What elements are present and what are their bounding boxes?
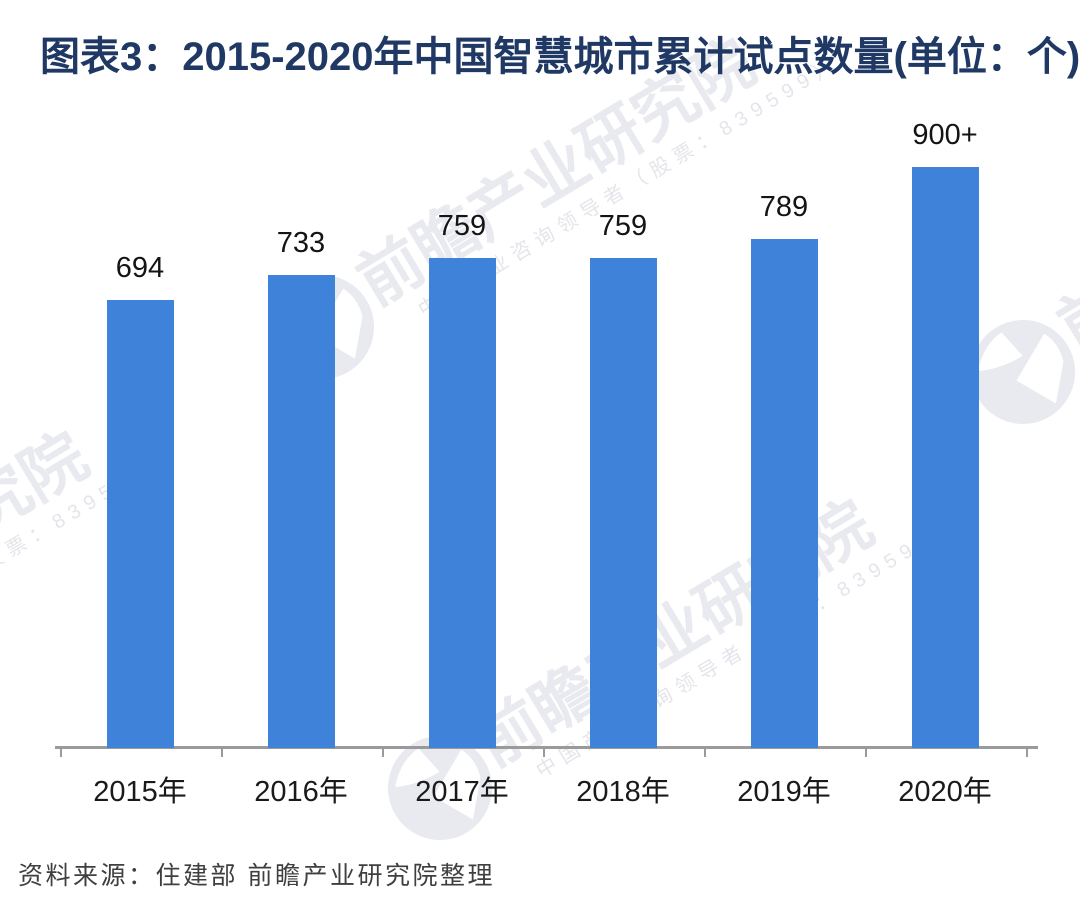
- source-note: 资料来源：住建部 前瞻产业研究院整理: [18, 862, 495, 890]
- x-axis-line: [55, 746, 1038, 749]
- x-axis-label-2015年: 2015年: [93, 776, 187, 808]
- bar-value-label: 733: [276, 227, 326, 259]
- bar-value-label: 759: [598, 210, 648, 242]
- x-axis-tick: [703, 748, 706, 757]
- x-axis-label-2016年: 2016年: [254, 776, 348, 808]
- bar-value-label: 900+: [912, 119, 978, 151]
- bar-value-label: 789: [759, 191, 809, 223]
- x-axis-label-2019年: 2019年: [737, 776, 831, 808]
- bar-value-label: 694: [115, 252, 165, 284]
- x-axis-label-2018年: 2018年: [576, 776, 670, 808]
- x-axis-label-2020年: 2020年: [898, 776, 992, 808]
- bar-value-label: 759: [437, 210, 487, 242]
- x-axis-tick: [864, 748, 867, 757]
- x-axis-label-2017年: 2017年: [415, 776, 509, 808]
- bar-2019年: [750, 239, 818, 748]
- bar-2018年: [589, 258, 657, 748]
- chart-title: 图表3：2015-2020年中国智慧城市累计试点数量(单位：个): [40, 35, 1080, 79]
- x-axis-tick: [59, 748, 62, 757]
- bar-2020年: [911, 167, 979, 748]
- x-axis-tick: [220, 748, 223, 757]
- x-axis-tick: [381, 748, 384, 757]
- bar-2015年: [106, 300, 174, 748]
- bar-2017年: [428, 258, 496, 748]
- x-axis-tick: [542, 748, 545, 757]
- x-axis-tick: [1025, 748, 1028, 757]
- bar-2016年: [267, 275, 335, 748]
